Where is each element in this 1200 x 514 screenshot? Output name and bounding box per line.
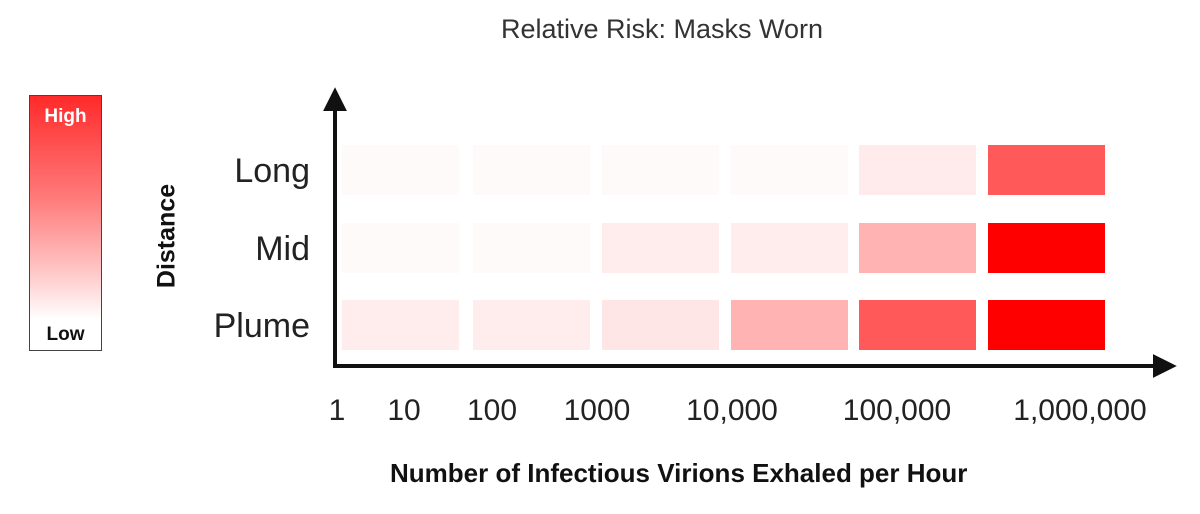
x-tick-label: 100 — [467, 394, 517, 427]
heatmap-cell-long-2 — [473, 145, 590, 195]
heatmap-cell-mid-4 — [731, 223, 848, 273]
heatmap-cell-plume-6 — [988, 300, 1105, 350]
y-category-label: Long — [234, 152, 310, 190]
heatmap-cell-plume-4 — [731, 300, 848, 350]
legend-high-label: High — [44, 106, 87, 127]
x-tick-label: 1 — [329, 394, 346, 427]
x-tick-label: 1,000,000 — [1013, 394, 1146, 427]
heatmap-cell-long-3 — [602, 145, 719, 195]
y-category-label: Plume — [214, 307, 310, 345]
heatmap-cell-mid-2 — [473, 223, 590, 273]
heatmap-cell-plume-3 — [602, 300, 719, 350]
heatmap-cell-plume-5 — [859, 300, 976, 350]
heatmap-cell-mid-3 — [602, 223, 719, 273]
x-tick-label: 100,000 — [843, 394, 951, 427]
heatmap-cell-plume-2 — [473, 300, 590, 350]
x-tick-label: 1000 — [564, 394, 631, 427]
heatmap-cell-mid-6 — [988, 223, 1105, 273]
x-tick-label: 10,000 — [686, 394, 778, 427]
legend-low-label: Low — [46, 324, 85, 345]
color-legend: High Low — [29, 95, 102, 351]
heatmap-cell-plume-1 — [342, 300, 459, 350]
x-axis-label: Number of Infectious Virions Exhaled per… — [390, 458, 968, 488]
heatmap-cell-mid-1 — [342, 223, 459, 273]
y-category-label: Mid — [255, 230, 310, 268]
heatmap-cell-long-1 — [342, 145, 459, 195]
x-tick-label: 10 — [387, 394, 420, 427]
chart-title: Relative Risk: Masks Worn — [500, 14, 824, 44]
heatmap-cell-long-5 — [859, 145, 976, 195]
heatmap-cell-mid-5 — [859, 223, 976, 273]
heatmap-cell-long-6 — [988, 145, 1105, 195]
heatmap-cell-long-4 — [731, 145, 848, 195]
